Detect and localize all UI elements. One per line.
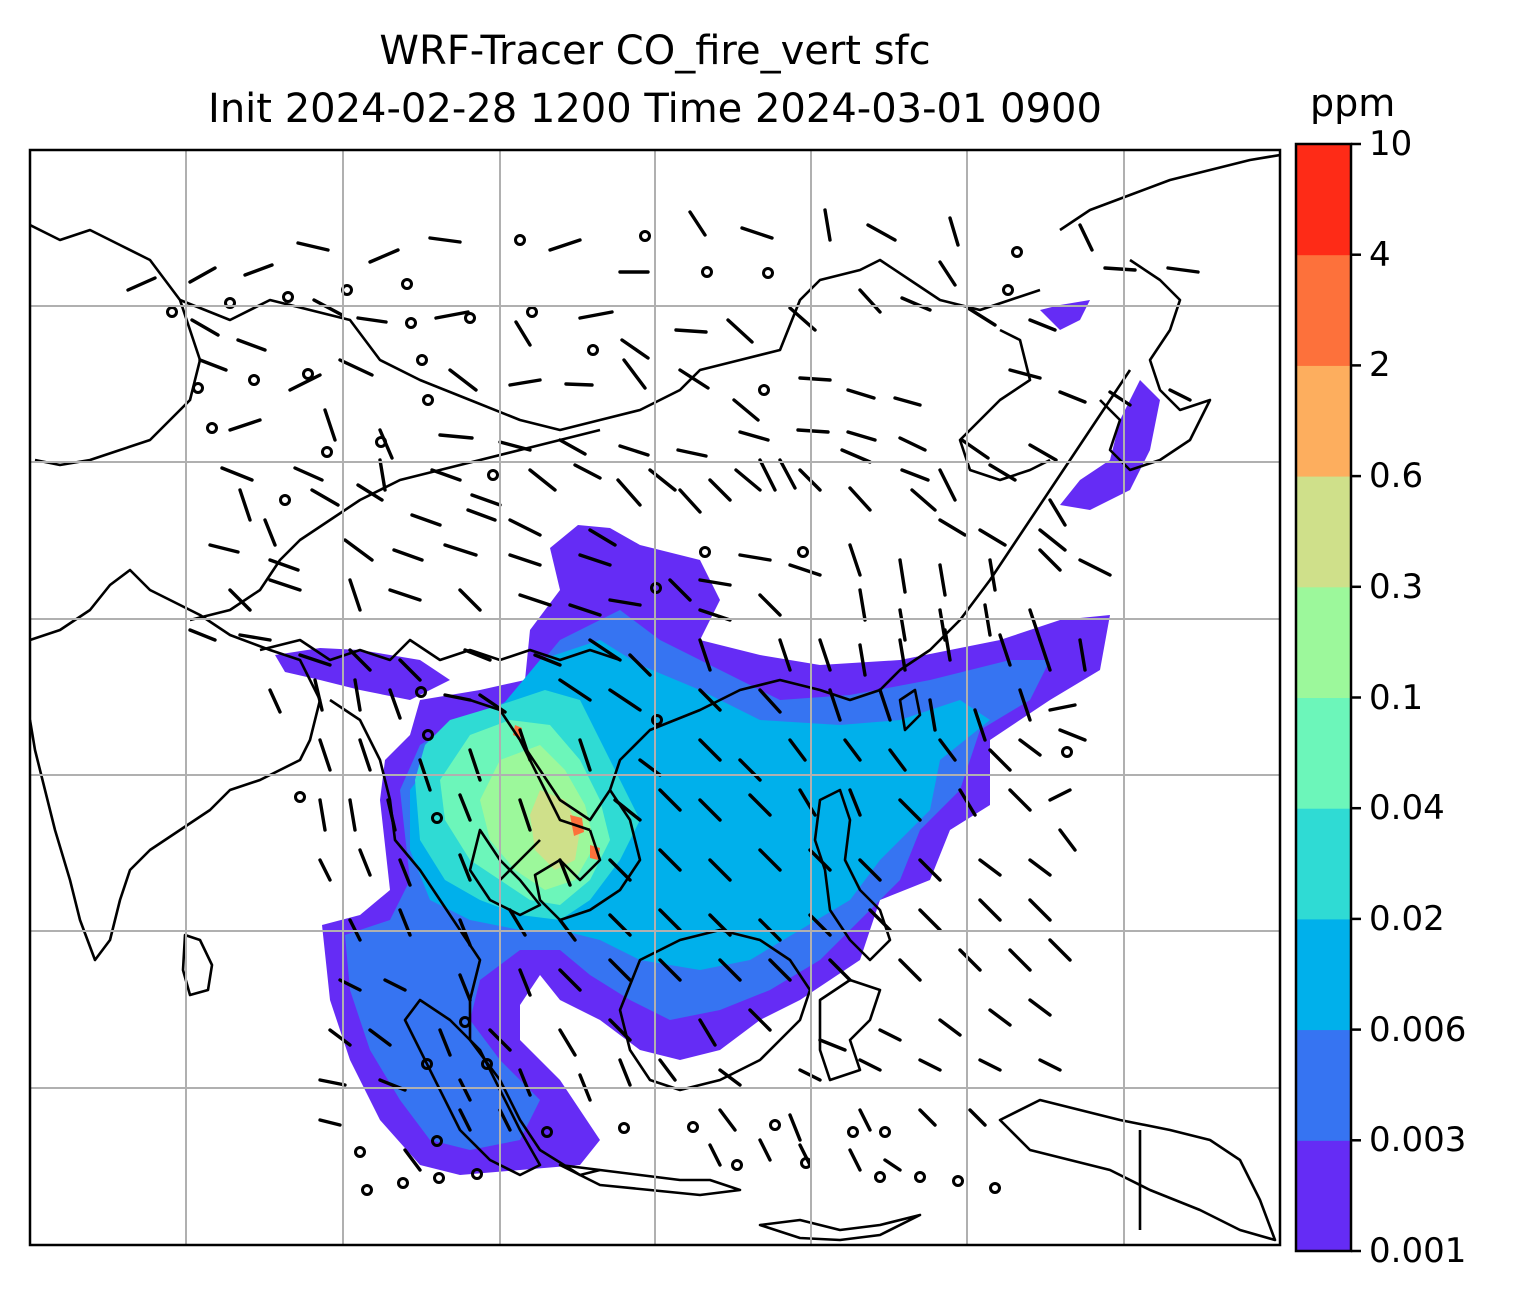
border-himalaya bbox=[189, 428, 601, 622]
coastline-sulawesi bbox=[818, 978, 882, 1082]
colorbar-band bbox=[1296, 1029, 1351, 1141]
border-china-south bbox=[259, 638, 621, 662]
colorbar-tick-label: 2 bbox=[1369, 345, 1391, 386]
colorbar-unit: ppm bbox=[1310, 81, 1396, 125]
border-china-west bbox=[30, 223, 202, 467]
coastline-korea-japan bbox=[1059, 153, 1280, 472]
coastline-lesser-sunda bbox=[758, 1213, 922, 1242]
colorbar-band bbox=[1296, 144, 1351, 256]
map-title-line2: Init 2024-02-28 1200 Time 2024-03-01 090… bbox=[208, 86, 1102, 132]
wind-barbs bbox=[126, 208, 1200, 1172]
coastline-china-north bbox=[958, 328, 1051, 482]
coastline-sumatra bbox=[403, 998, 542, 1177]
coastlines bbox=[30, 153, 1280, 1242]
colorbar-bands bbox=[1296, 144, 1351, 1252]
colorbar-tick-label: 0.3 bbox=[1369, 566, 1424, 607]
colorbar-band bbox=[1296, 254, 1351, 366]
coastline-java bbox=[558, 1163, 742, 1197]
colorbar-tick-label: 0.6 bbox=[1369, 456, 1424, 497]
colorbar-ticks bbox=[1351, 142, 1361, 1253]
colorbar-tick-label: 0.02 bbox=[1369, 898, 1445, 939]
coastline-borneo bbox=[618, 928, 812, 1092]
colorbar-tick-label: 0.006 bbox=[1369, 1009, 1467, 1050]
coastline-srilanka bbox=[181, 933, 214, 997]
colorbar-band bbox=[1296, 808, 1351, 920]
colorbar-band bbox=[1296, 365, 1351, 477]
colorbar-tick-label: 0.1 bbox=[1369, 677, 1424, 718]
colorbar-band bbox=[1296, 918, 1351, 1031]
colorbar-band bbox=[1296, 697, 1351, 809]
border-mongolia bbox=[179, 258, 1041, 432]
coastline-taiwan bbox=[898, 688, 922, 732]
coastline-indochina bbox=[518, 369, 1132, 822]
coastline-newguinea bbox=[998, 1098, 1277, 1242]
colorbar-tick-label: 0.003 bbox=[1369, 1120, 1467, 1161]
colorbar-band bbox=[1296, 1140, 1351, 1252]
gridlines bbox=[30, 150, 1280, 1245]
coastline-gulf-thailand bbox=[468, 828, 542, 917]
map-frame bbox=[28, 148, 1282, 1247]
coastline-vietnam-south bbox=[533, 789, 642, 922]
plume-level-0.003-east bbox=[1060, 380, 1160, 510]
colorbar-band bbox=[1296, 476, 1351, 588]
colorbar-tick-label: 4 bbox=[1369, 234, 1391, 275]
co-plume-field bbox=[275, 300, 1160, 1175]
calm-markers bbox=[166, 230, 1073, 1196]
colorbar bbox=[1294, 142, 1361, 1253]
colorbar-band bbox=[1296, 586, 1351, 698]
colorbar-tick-label: 0.001 bbox=[1369, 1231, 1467, 1271]
coastline-philippines bbox=[813, 788, 892, 962]
colorbar-tick-label: 10 bbox=[1369, 124, 1413, 164]
coastline-india bbox=[30, 568, 322, 962]
plume-level-0.003-north bbox=[1040, 300, 1090, 330]
map-title-line1: WRF-Tracer CO_fire_vert sfc bbox=[379, 28, 931, 74]
plume-level-0.3 bbox=[530, 790, 580, 870]
colorbar-tick-label: 0.04 bbox=[1369, 788, 1445, 829]
